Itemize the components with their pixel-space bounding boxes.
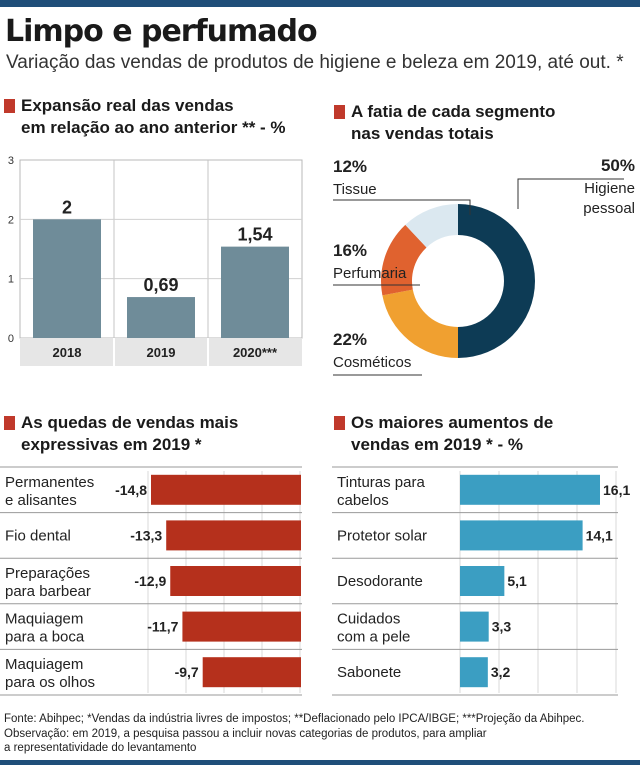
bar (460, 611, 489, 642)
increases-title-line2: vendas em 2019 * - % (351, 435, 523, 454)
page-title: Limpo e perfumado (5, 14, 318, 49)
bar (170, 566, 301, 596)
bar-value-label: 1,54 (237, 225, 272, 245)
bar-2019 (127, 297, 195, 338)
x-tick-label: 2020*** (233, 345, 278, 360)
bar (166, 520, 301, 551)
expansion-title-line2: em relação ao ano anterior ** - % (21, 118, 286, 137)
bar (182, 611, 301, 642)
bar-2018 (33, 219, 101, 338)
footer-source: Fonte: Abihpec; *Vendas da indústria liv… (4, 713, 585, 725)
expansion-section-title: Expansão real das vendas em relação ao a… (4, 95, 286, 139)
bar-value-label: 14,1 (586, 527, 613, 543)
drops-title-line2: expressivas em 2019 * (21, 435, 202, 454)
category-label: cabelos (337, 492, 389, 509)
footer-bar (0, 760, 640, 765)
footer-observation: Observação: em 2019, a pesquisa passou a… (4, 727, 487, 740)
category-label: e alisantes (5, 492, 77, 509)
bar (202, 657, 301, 688)
share-title-line2: nas vendas totais (351, 124, 494, 143)
x-tick-label: 2019 (147, 345, 176, 360)
bar (460, 566, 505, 596)
y-tick-label: 3 (8, 155, 14, 167)
share-donut-chart: 50% Higiene pessoal 22% Cosméticos 16% Perfuma… (333, 156, 635, 376)
bar-value-label: -9,7 (175, 664, 199, 680)
category-label: Maquiagem (5, 656, 83, 673)
category-label: Sabonete (337, 664, 401, 681)
section-bullet-icon (334, 105, 345, 119)
expansion-bar-chart: 0 1 2 3 2 0,69 1,54 2018 2019 2020*** (8, 155, 303, 366)
bar-value-label: -12,9 (134, 573, 166, 589)
category-label: para barbear (5, 583, 91, 600)
bar-value-label: 3,2 (491, 664, 511, 680)
donut-slice (382, 289, 458, 358)
bar-value-label: 0,69 (143, 275, 178, 295)
slice-name-label: Higiene (584, 180, 635, 197)
bar-value-label: -11,7 (147, 619, 178, 635)
donut-slice (405, 204, 458, 248)
y-tick-label: 2 (8, 214, 14, 226)
bar-value-label: 16,1 (603, 482, 630, 498)
category-label: Permanentes (5, 474, 94, 491)
increases-title-line1: Os maiores aumentos de (351, 413, 554, 432)
bar (460, 474, 600, 505)
y-tick-label: 0 (8, 333, 14, 345)
donut-slice (458, 204, 535, 358)
bar (460, 520, 583, 551)
slice-name-label: Cosméticos (333, 354, 411, 371)
category-label: Protetor solar (337, 527, 427, 544)
section-bullet-icon (4, 416, 15, 430)
bar-value-label: 3,3 (492, 619, 512, 635)
expansion-title-line1: Expansão real das vendas (21, 96, 234, 115)
bar-value-label: -14,8 (115, 482, 147, 498)
bar (151, 474, 301, 505)
x-tick-label: 2018 (53, 345, 82, 360)
bar-value-label: 2 (62, 197, 72, 217)
callout-line (333, 199, 471, 215)
callout-line (517, 178, 624, 209)
drops-section-title: As quedas de vendas mais expressivas em … (4, 412, 238, 456)
donut-slice (381, 224, 427, 296)
section-bullet-icon (4, 99, 15, 113)
category-label: Maquiagem (5, 611, 83, 628)
bar-value-label: -13,3 (130, 527, 162, 543)
page-subtitle: Variação das vendas de produtos de higie… (6, 52, 624, 73)
category-label: Tinturas para (337, 474, 425, 491)
header-bar (0, 0, 640, 7)
category-label: para os olhos (5, 674, 95, 691)
bar-2020*** (221, 246, 289, 338)
share-section-title: A fatia de cada segmento nas vendas tota… (334, 101, 555, 145)
slice-name-label: Perfumaria (333, 265, 407, 282)
slice-percent-label: 12% (333, 157, 367, 176)
slice-name-label: Tissue (333, 181, 377, 198)
slice-percent-label: 22% (333, 330, 367, 349)
category-label: Fio dental (5, 527, 71, 544)
slice-percent-label: 50% (601, 156, 635, 175)
footer-observation-cont: a representatividade do levantamento (4, 742, 197, 754)
category-label: Desodorante (337, 573, 423, 590)
category-band (20, 338, 302, 366)
section-bullet-icon (334, 416, 345, 430)
category-label: Preparações (5, 565, 90, 582)
increases-section-title: Os maiores aumentos de vendas em 2019 * … (334, 412, 553, 456)
share-title-line1: A fatia de cada segmento (351, 102, 556, 121)
bar-value-label: 5,1 (507, 573, 527, 589)
y-tick-label: 1 (8, 274, 14, 286)
category-label: com a pele (337, 629, 410, 646)
slice-percent-label: 16% (333, 241, 367, 260)
category-label: para a boca (5, 629, 85, 646)
category-label: Cuidados (337, 611, 400, 628)
slice-name-label: pessoal (583, 200, 635, 217)
footer-notes: Fonte: Abihpec; *Vendas da indústria liv… (4, 712, 634, 756)
bar (460, 657, 488, 688)
drops-title-line1: As quedas de vendas mais (21, 413, 239, 432)
